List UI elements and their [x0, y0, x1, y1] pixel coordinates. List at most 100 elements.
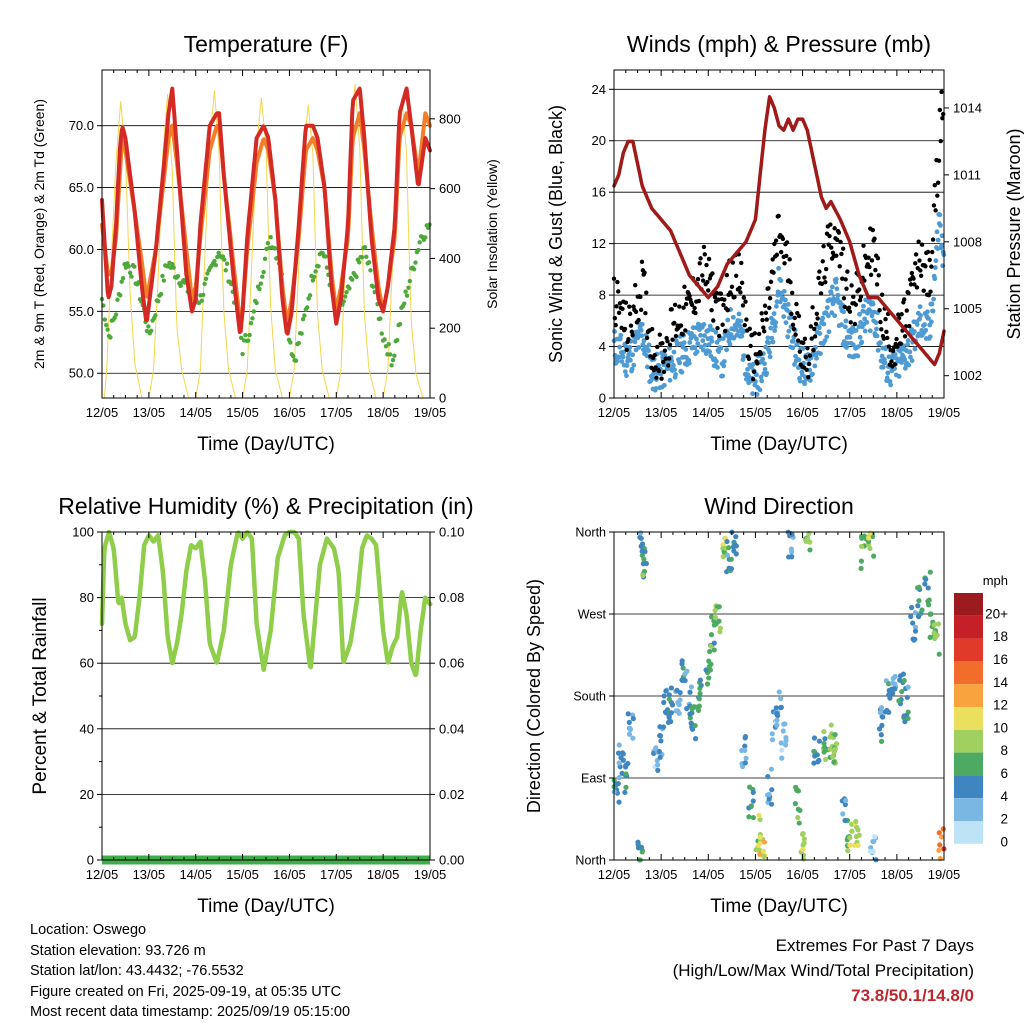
series-wind-point	[831, 299, 837, 305]
series-gust-point	[875, 255, 881, 261]
series-wind-point	[917, 304, 923, 310]
series-direction-point	[789, 549, 795, 555]
series-td-point	[350, 277, 355, 282]
series-wind-point	[817, 331, 823, 336]
series-gust-point	[721, 302, 726, 308]
series-wind-point	[624, 373, 629, 379]
series-wind-point	[757, 387, 763, 393]
series-wind-point	[764, 370, 770, 376]
series-td-point	[389, 363, 394, 368]
series-wind-point	[635, 335, 641, 341]
series-gust-point	[662, 348, 668, 353]
series-gust-point	[873, 267, 878, 273]
series-gust-point	[776, 213, 781, 219]
chart-title: Relative Humidity (%) & Precipitation (i…	[58, 493, 473, 519]
x-tick-label: 15/05	[226, 867, 259, 882]
series-wind-point	[662, 352, 668, 358]
x-tick-label: 15/05	[739, 867, 772, 882]
series-wind-point	[828, 290, 834, 296]
series-gust-point	[808, 324, 814, 329]
series-gust-point	[750, 376, 756, 382]
series-wind-point	[937, 212, 943, 218]
series-td-point	[290, 354, 296, 359]
recent-timestamp: Most recent data timestamp: 2025/09/19 0…	[30, 1004, 351, 1020]
y-right-tick-label: 800	[439, 111, 461, 126]
series-wind-point	[867, 328, 873, 334]
series-wind-point	[617, 344, 623, 350]
y-right-tick-label: 1011	[953, 167, 981, 182]
series-gust-point	[904, 308, 909, 313]
series-gust-point	[613, 322, 618, 328]
series-td-point	[156, 298, 161, 304]
series-wind-point	[624, 363, 630, 368]
series-direction-point	[781, 721, 787, 727]
station-info: Location: Oswego Station elevation: 93.7…	[30, 920, 350, 1023]
x-tick-label: 16/05	[273, 405, 306, 420]
series-gust-point	[810, 305, 815, 310]
series-direction-point	[803, 538, 809, 544]
series-direction-point	[795, 788, 801, 794]
legend-swatch	[954, 821, 983, 844]
series-wind-point	[902, 365, 908, 371]
y-right-tick-label: 1002	[953, 368, 982, 383]
series-td-point	[371, 284, 376, 289]
series-gust-point	[923, 264, 928, 269]
series-direction-point	[615, 750, 622, 756]
series-td-point	[390, 357, 396, 363]
series-gust-point	[692, 305, 697, 311]
series-direction-point	[931, 622, 937, 628]
series-wind-point	[818, 351, 823, 357]
series-direction-point	[680, 665, 686, 671]
x-tick-label: 12/05	[598, 405, 631, 420]
y-tick-label: 24	[592, 82, 606, 97]
series-gust-point	[764, 317, 769, 322]
series-direction-point	[889, 680, 896, 686]
series-gust-point	[766, 286, 771, 291]
series-direction-point	[900, 671, 906, 677]
x-tick-label: 16/05	[786, 867, 819, 882]
series-td-point	[126, 264, 131, 269]
series-wind-point	[620, 354, 626, 360]
series-wind-point	[934, 229, 940, 235]
x-tick-label: 16/05	[273, 867, 306, 882]
series-wind-point	[736, 311, 742, 317]
series-direction-point	[769, 737, 776, 743]
series-gust-point	[848, 320, 853, 325]
series-wind-point	[862, 328, 868, 334]
series-wind-point	[758, 374, 764, 380]
series-direction-point	[892, 686, 898, 692]
series-direction-point	[821, 740, 827, 747]
series-gust-point	[935, 193, 940, 198]
series-direction-point	[935, 621, 942, 627]
series-td-point	[293, 358, 299, 363]
legend-swatch	[954, 593, 983, 616]
y-tick-label: 55.0	[69, 304, 94, 319]
series-direction-point	[663, 688, 669, 694]
series-gust-point	[867, 264, 872, 270]
x-tick-label: 13/05	[645, 405, 678, 420]
series-gust-point	[919, 242, 925, 247]
series-gust-point	[665, 338, 670, 344]
series-gust-point	[742, 323, 747, 328]
series-direction-point	[843, 797, 849, 804]
series-gust-point	[666, 356, 672, 361]
series-gust-point	[655, 344, 660, 350]
series-gust-point	[615, 279, 620, 285]
series-direction-point	[878, 738, 885, 744]
series-wind-point	[812, 363, 818, 369]
series-direction-point	[796, 820, 802, 826]
series-direction-point	[750, 814, 756, 821]
series-gust-point	[802, 336, 808, 342]
series-direction-point	[901, 678, 907, 684]
series-gust-point	[794, 301, 799, 307]
series-gust-point	[630, 332, 635, 338]
series-gust-point	[720, 322, 725, 327]
series-wind-point	[938, 223, 943, 228]
series-wind-point	[912, 346, 918, 352]
series-direction-point	[707, 648, 713, 655]
series-gust-point	[681, 305, 686, 310]
series-td-point	[416, 247, 421, 253]
series-direction-point	[866, 538, 872, 545]
series-direction-point	[890, 675, 896, 682]
series-wind-point	[844, 345, 849, 350]
